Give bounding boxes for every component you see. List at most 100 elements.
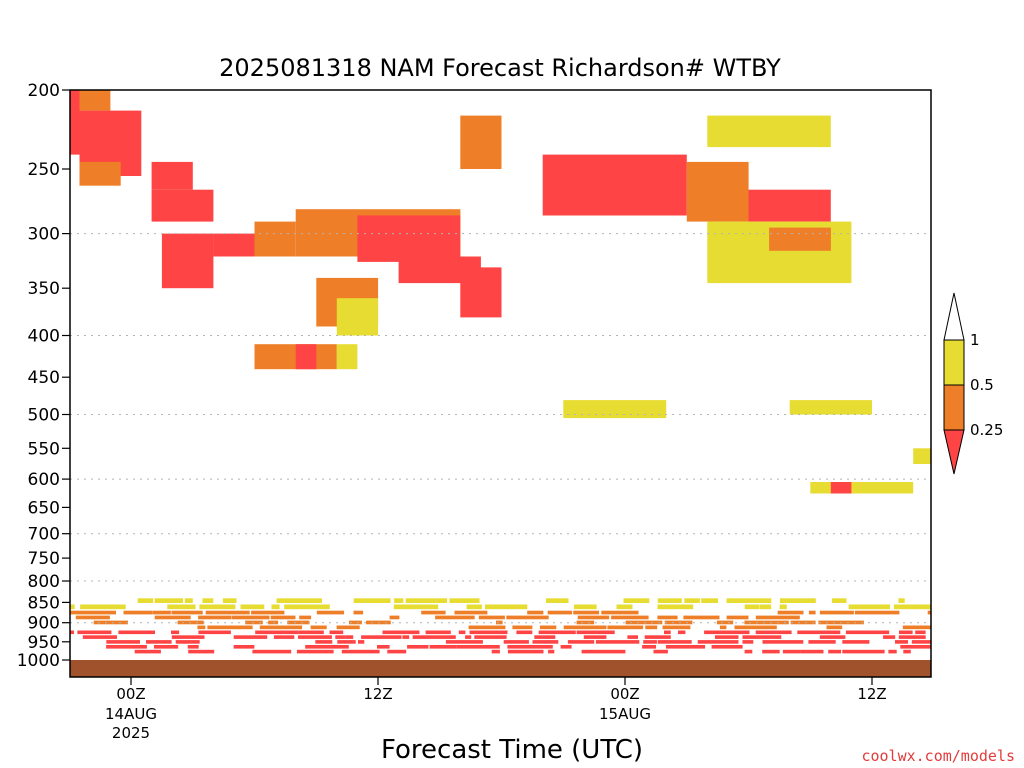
y-tick-label: 700 bbox=[28, 525, 60, 545]
ri-cell bbox=[346, 635, 354, 639]
ri-cell bbox=[542, 154, 687, 216]
ri-cell bbox=[254, 221, 296, 257]
ri-cell bbox=[402, 635, 410, 639]
ri-cell bbox=[627, 635, 638, 639]
y-tick-label: 800 bbox=[28, 572, 60, 592]
ri-cell bbox=[611, 615, 649, 620]
ri-cell bbox=[902, 625, 931, 630]
ri-cell bbox=[298, 635, 332, 639]
ri-cell bbox=[271, 604, 280, 610]
ri-cell bbox=[954, 257, 1016, 279]
ri-cell bbox=[8, 635, 23, 639]
ri-cell bbox=[394, 598, 404, 603]
ri-cell bbox=[560, 645, 572, 649]
ri-cell bbox=[337, 640, 356, 644]
ri-cell bbox=[233, 645, 255, 649]
ri-cell bbox=[458, 630, 466, 635]
ri-cell bbox=[357, 215, 461, 262]
ri-cell bbox=[382, 630, 420, 635]
ri-cell bbox=[161, 233, 214, 289]
ri-cell bbox=[642, 645, 656, 649]
plot-area bbox=[8, 90, 1022, 677]
ri-cell bbox=[393, 604, 439, 610]
ri-cell bbox=[683, 615, 720, 620]
ri-cell bbox=[80, 604, 126, 610]
ri-cell bbox=[389, 615, 400, 620]
ri-cell bbox=[171, 610, 203, 615]
ri-cell bbox=[516, 630, 533, 635]
ri-cell bbox=[842, 640, 870, 644]
ri-cell bbox=[335, 635, 346, 639]
ri-cell bbox=[742, 635, 782, 639]
ri-cell bbox=[678, 630, 686, 635]
ri-cell bbox=[8, 640, 19, 644]
ri-cell bbox=[945, 631, 975, 635]
ri-cell bbox=[744, 604, 760, 610]
legend-label: 0.25 bbox=[970, 421, 1003, 439]
ri-cell bbox=[726, 615, 749, 620]
ri-cell bbox=[429, 645, 457, 649]
ri-cell bbox=[412, 635, 456, 639]
ri-cell bbox=[232, 615, 270, 620]
ri-cell bbox=[800, 649, 824, 654]
ri-cell bbox=[503, 640, 529, 644]
ri-cell bbox=[507, 645, 553, 649]
ri-cell bbox=[152, 610, 171, 615]
ri-cell bbox=[947, 635, 970, 639]
ri-cell bbox=[254, 344, 337, 370]
ri-cell bbox=[744, 620, 789, 625]
y-tick-label: 300 bbox=[28, 225, 60, 245]
ri-cell bbox=[726, 598, 772, 603]
y-tick-label: 1000 bbox=[17, 651, 60, 671]
ri-cell bbox=[734, 625, 777, 630]
ri-cell bbox=[349, 620, 362, 625]
ri-cell bbox=[898, 598, 905, 603]
ri-cell bbox=[188, 649, 215, 654]
ri-cell bbox=[407, 645, 429, 649]
ri-cell bbox=[171, 635, 205, 639]
ri-cell bbox=[762, 649, 780, 654]
ri-cell bbox=[576, 630, 615, 635]
ri-cell bbox=[848, 604, 891, 610]
ri-cell bbox=[296, 649, 334, 654]
ri-cell bbox=[769, 227, 831, 251]
ri-cell bbox=[797, 630, 841, 635]
color-legend: 1 0.5 0.25 bbox=[943, 292, 1003, 475]
ri-cell bbox=[1009, 611, 1022, 615]
ri-cell bbox=[819, 610, 854, 615]
plot-frame bbox=[69, 89, 932, 678]
y-tick-label: 950 bbox=[28, 633, 60, 653]
ri-cell bbox=[826, 625, 843, 630]
ri-cell bbox=[77, 630, 112, 635]
ri-cell bbox=[251, 610, 285, 615]
ri-cell bbox=[534, 635, 556, 639]
ri-cell bbox=[106, 640, 140, 644]
ri-cell bbox=[979, 611, 1002, 615]
ri-cell bbox=[581, 649, 626, 654]
ri-cell bbox=[233, 635, 268, 639]
ri-cell bbox=[657, 604, 694, 610]
ri-cell bbox=[573, 610, 600, 615]
ri-cell bbox=[790, 620, 816, 625]
ri-cell bbox=[657, 598, 682, 603]
ri-cell bbox=[353, 598, 391, 603]
ri-cell bbox=[563, 400, 667, 419]
y-tick-label: 350 bbox=[28, 279, 60, 299]
ri-cell bbox=[539, 625, 557, 630]
ri-cell bbox=[828, 649, 842, 654]
ri-cell bbox=[507, 649, 544, 654]
ri-cell bbox=[842, 649, 885, 654]
x-tick-label: 12Z bbox=[857, 685, 886, 703]
ri-cell bbox=[298, 630, 324, 635]
ri-cell bbox=[449, 598, 480, 603]
ri-cell bbox=[276, 598, 322, 603]
ri-cell bbox=[273, 635, 295, 639]
ri-cell bbox=[460, 115, 502, 169]
ri-cell bbox=[421, 610, 446, 615]
ri-cell bbox=[997, 605, 1014, 610]
ri-cell bbox=[361, 635, 402, 639]
ri-cell bbox=[137, 598, 154, 603]
ri-cell bbox=[287, 620, 310, 625]
ri-cell bbox=[547, 610, 573, 615]
ri-cell bbox=[576, 620, 595, 625]
